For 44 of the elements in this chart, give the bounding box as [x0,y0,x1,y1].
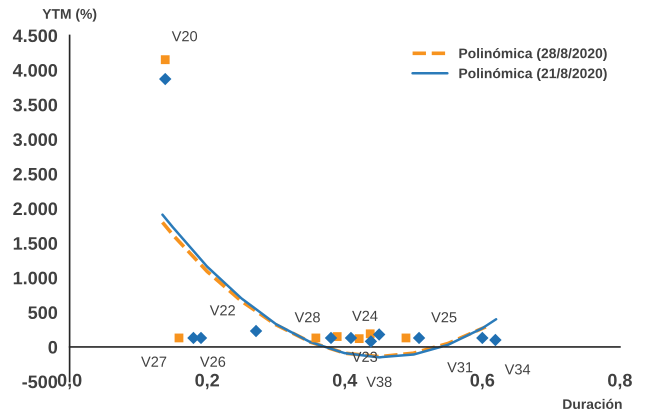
y-tick-label: 1.500 [14,237,58,250]
annotation: V22 [210,305,235,316]
annotation: V28 [294,312,320,322]
point [344,332,358,344]
point [311,334,320,342]
point [159,72,172,86]
point [402,334,410,342]
x-tick-label: 0,8 [608,374,632,390]
legend-label: Polinómica (28/8/2020) [459,48,607,62]
y-tick-label: 500 [28,306,58,320]
annotation: V31 [447,362,472,372]
point [160,55,170,64]
point [250,324,262,338]
annotation: V34 [504,364,530,374]
y-tick-label: 4.500 [12,29,58,42]
y-tick-label: 2.500 [13,168,58,181]
y-tick-label: 3.500 [13,98,58,112]
x-tick-label: 0,0 [58,374,82,390]
y-tick-label: 3.000 [13,133,58,146]
y-tick-label: 0 [48,340,58,354]
point [354,334,364,344]
point [476,332,489,344]
legend-label: Polinómica (21/8/2020) [459,68,607,82]
y-axis-title: YTM (%) [42,8,96,22]
annotation: V27 [141,356,166,367]
annotation: V25 [431,312,456,322]
x-tick-label: 0,6 [470,374,494,390]
point [364,335,378,348]
annotation: V26 [200,356,226,367]
x-tick-label: 0,2 [195,374,220,390]
y-tick-label: -500 [22,375,58,388]
point [174,334,184,342]
point [324,332,338,344]
y-tick-label: 1.000 [14,272,58,284]
point [412,332,426,344]
point [372,328,386,341]
x-axis-title: Duración [563,398,622,410]
annotation: V20 [172,31,198,42]
point [489,334,502,346]
y-tick-label: 2.000 [13,202,58,216]
x-tick-label: 0,4 [332,374,358,390]
y-tick-label: 4.000 [12,64,58,77]
annotation: V24 [352,310,378,321]
annotation: V38 [366,376,392,387]
